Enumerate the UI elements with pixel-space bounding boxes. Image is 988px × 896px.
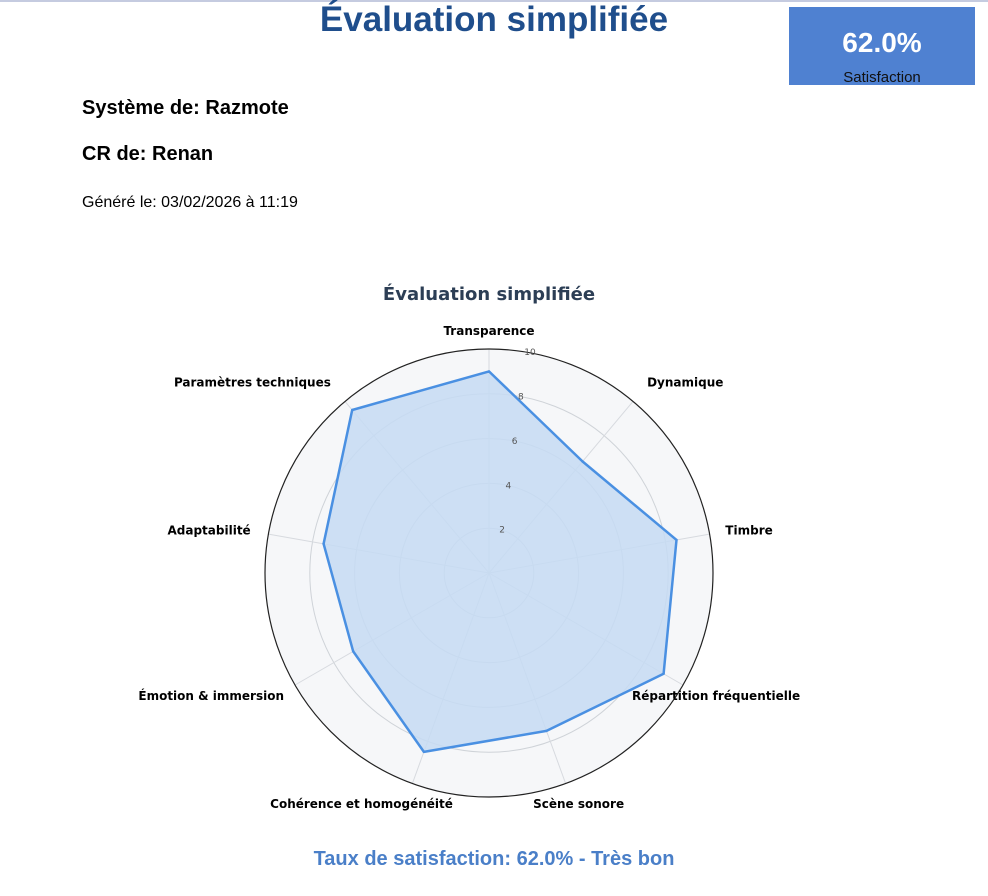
data-point — [662, 672, 665, 675]
generated-date: Généré le: 03/02/2026 à 11:19 — [82, 194, 298, 211]
radar-chart: Évaluation simplifiée 2 4 6 8 10 Transparence D… — [138, 283, 800, 811]
data-point — [352, 650, 355, 653]
satisfaction-label: Satisfaction — [843, 69, 921, 86]
category-label: Adaptabilité — [167, 523, 250, 537]
satisfaction-badge: 62.0% Satisfaction — [789, 7, 975, 86]
data-point — [581, 460, 584, 463]
tick-label: 2 — [499, 526, 505, 536]
data-line — [322, 370, 678, 754]
data-point — [322, 542, 325, 546]
data-point — [487, 370, 491, 373]
system-info: Système de: Razmote — [82, 97, 289, 119]
category-label: Paramètres techniques — [174, 376, 331, 390]
tick-label: 8 — [518, 393, 524, 403]
data-point — [545, 729, 548, 733]
tick-label: 4 — [506, 481, 512, 491]
chart-title: Évaluation simplifiée — [383, 283, 595, 305]
top-border — [0, 0, 988, 2]
data-point — [675, 538, 678, 542]
category-label: Timbre — [725, 523, 772, 537]
category-label: Dynamique — [647, 376, 723, 390]
satisfaction-summary: Taux de satisfaction: 62.0% - Très bon — [313, 848, 675, 870]
page-title: Évaluation simplifiée — [319, 0, 669, 39]
tick-label: 10 — [524, 348, 536, 358]
data-point — [422, 750, 426, 754]
data-point — [351, 408, 354, 412]
tick-label: 6 — [512, 437, 518, 447]
category-label: Répartition fréquentielle — [632, 689, 800, 703]
outer-circle — [264, 348, 714, 798]
category-label: Scène sonore — [533, 797, 624, 811]
category-label: Cohérence et homogénéité — [270, 797, 453, 811]
category-label: Émotion & immersion — [138, 688, 284, 703]
satisfaction-value: 62.0% — [842, 27, 922, 58]
cr-info: CR de: Renan — [82, 143, 214, 165]
category-label: Transparence — [443, 324, 534, 338]
